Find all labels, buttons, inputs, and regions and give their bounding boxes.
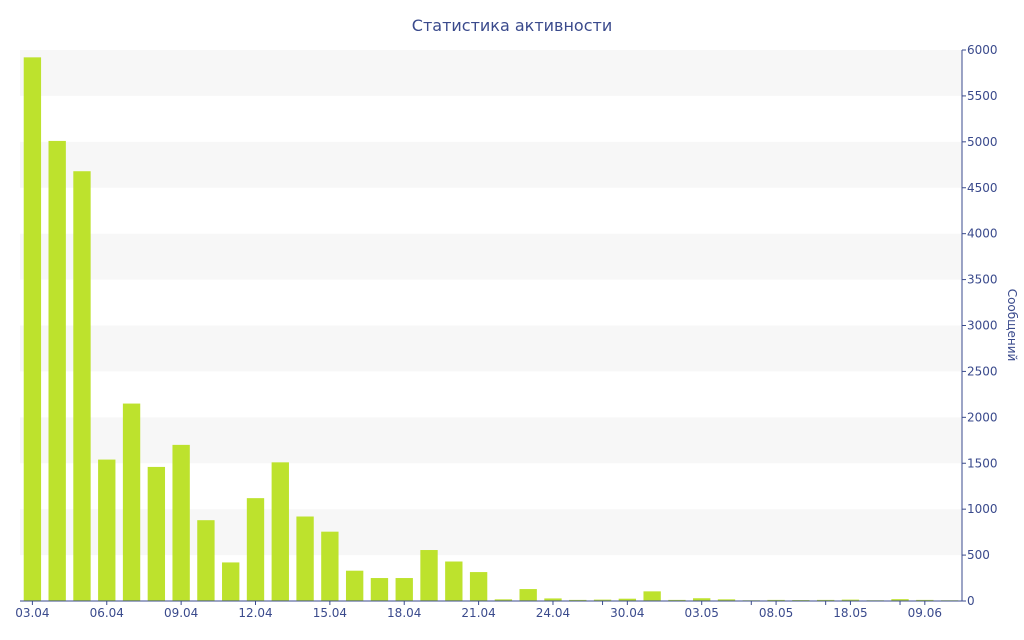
y-tick-label: 4000 [967, 227, 998, 241]
bar [643, 591, 661, 601]
bar [420, 550, 438, 601]
grid-band [20, 50, 962, 96]
grid-band [20, 325, 962, 372]
grid-band [20, 279, 962, 326]
bar [73, 171, 91, 601]
bar [23, 57, 42, 602]
bar [469, 572, 488, 601]
bar [172, 444, 190, 601]
y-tick-label: 3000 [967, 319, 998, 333]
x-tick-label: 24.04 [536, 606, 570, 620]
x-tick-label: 12.04 [238, 606, 272, 620]
x-tick-label: 21.04 [461, 606, 495, 620]
grid-band [20, 187, 962, 234]
y-tick-label: 4500 [967, 181, 998, 195]
y-tick-label: 2000 [967, 410, 998, 424]
grid-band [20, 371, 962, 418]
x-tick-label: 06.04 [90, 606, 124, 620]
y-tick-label: 3500 [967, 273, 998, 287]
grid-band [20, 141, 962, 188]
bar [246, 498, 265, 601]
bar [321, 531, 339, 601]
x-tick-label: 09.04 [164, 606, 198, 620]
grid-band [20, 95, 962, 142]
y-tick-label: 500 [967, 548, 990, 562]
chart-title: Статистика активности [412, 16, 612, 35]
x-tick-label: 03.05 [685, 606, 719, 620]
bar [222, 562, 240, 601]
bar [147, 466, 166, 601]
bar [345, 570, 364, 601]
bar [519, 589, 537, 601]
grid-band [20, 417, 962, 464]
bar [668, 599, 686, 601]
bar [569, 599, 587, 601]
bar [891, 599, 909, 601]
bar [544, 598, 562, 601]
y-tick-label: 5500 [967, 89, 998, 103]
bar [841, 599, 860, 601]
bar [767, 599, 785, 601]
y-tick-label: 0 [967, 594, 975, 608]
x-tick-label: 09.06 [908, 606, 942, 620]
bar [98, 459, 116, 601]
bar-series [23, 57, 959, 602]
x-tick-label: 03.04 [15, 606, 49, 620]
grid-bands [20, 50, 962, 601]
x-tick-label: 15.04 [313, 606, 347, 620]
x-axis: 03.04 06.04 09.04 12.04 15.04 18.04 21.04 24.04… [15, 600, 962, 620]
x-tick-label: 18.04 [387, 606, 421, 620]
y-axis-label: Сообщений [1005, 289, 1019, 362]
x-tick-label: 30.04 [610, 606, 644, 620]
bar [122, 403, 141, 601]
bar [296, 516, 314, 601]
x-tick-label: 08.05 [759, 606, 793, 620]
bar [445, 561, 463, 601]
bar [816, 599, 835, 601]
y-tick-label: 5000 [967, 135, 998, 149]
y-axis: 0 500 1000 1500 2000 2500 3000 3500 4000 4500 5000… [961, 43, 998, 608]
bar [271, 462, 289, 601]
y-tick-label: 6000 [967, 43, 998, 57]
y-tick-label: 2500 [967, 364, 998, 378]
x-tick-label: 18.05 [833, 606, 867, 620]
bar [197, 520, 215, 601]
y-tick-label: 1500 [967, 456, 998, 470]
bar [717, 599, 736, 601]
bar [916, 599, 934, 601]
bar [593, 599, 612, 601]
bar [48, 140, 66, 602]
y-tick-label: 1000 [967, 502, 998, 516]
bar [370, 578, 389, 601]
bar [618, 598, 637, 601]
bar [693, 598, 711, 601]
bar [395, 578, 413, 601]
bar [494, 599, 513, 601]
grid-band [20, 233, 962, 280]
